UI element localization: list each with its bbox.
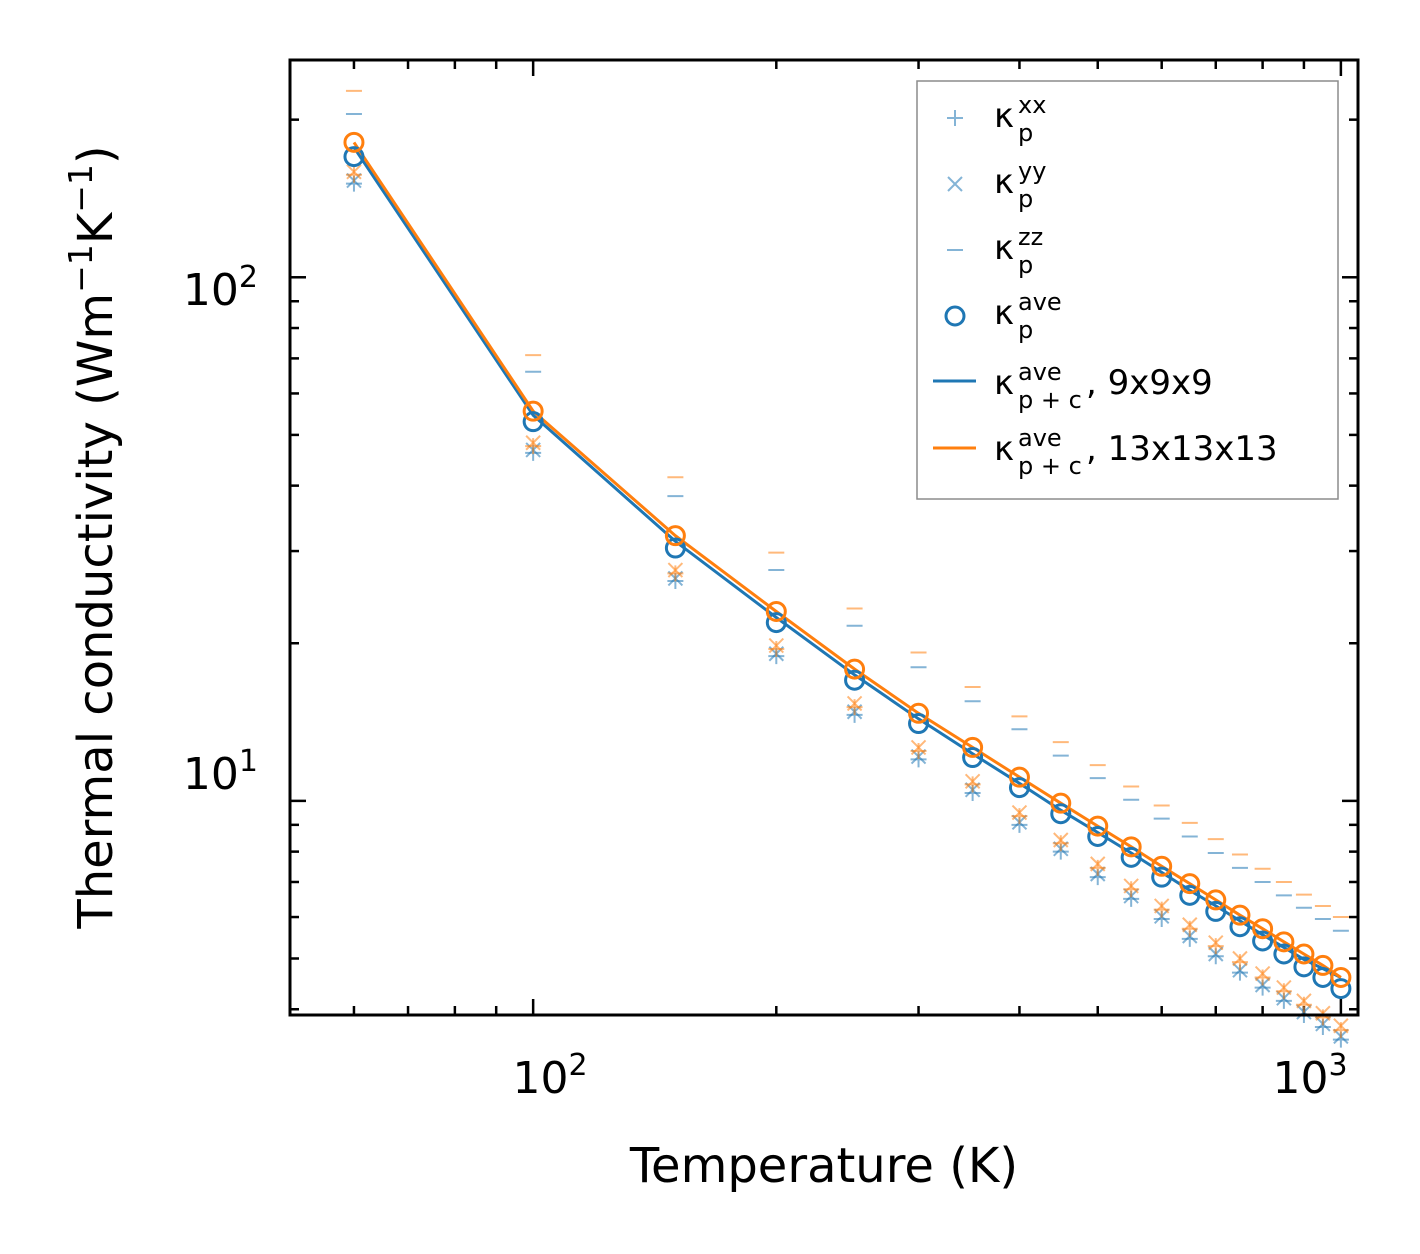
data-point-kyy_13-1000 <box>1333 1018 1349 1034</box>
data-point-kxx_13-900 <box>1295 996 1312 1013</box>
data-point-kyy_13-300 <box>910 739 927 756</box>
data-point-kave_13-500 <box>1087 815 1109 837</box>
legend-marker-3 <box>944 305 966 327</box>
data-point-kxx_13-450 <box>1052 835 1069 852</box>
data-point-kyy_13-650 <box>1182 917 1198 933</box>
data-point-kyy_13-550 <box>1123 878 1139 894</box>
data-point-kyy_13-950 <box>1315 1005 1331 1021</box>
data-point-kave_13-60 <box>343 131 365 153</box>
data-point-kave_13-750 <box>1229 904 1251 926</box>
data-point-kave_9-300 <box>908 713 930 735</box>
legend-box <box>916 80 1339 500</box>
legend-marker-0 <box>947 110 963 126</box>
data-point-kyy_13-400 <box>1011 804 1028 821</box>
data-point-kave_13-100 <box>522 400 544 422</box>
y-tick-label-1e1: 101 <box>183 744 258 800</box>
data-point-kave_13-400 <box>1008 766 1030 788</box>
data-point-kave_9-150 <box>664 537 686 559</box>
data-point-kxx_13-750 <box>1231 954 1248 971</box>
y-tick-label-1e2: 102 <box>183 260 258 316</box>
data-point-kyy_13-200 <box>768 637 785 654</box>
data-point-kave_13-850 <box>1273 931 1295 953</box>
data-point-kave_9-750 <box>1229 916 1251 938</box>
data-point-kyy_13-100 <box>525 435 541 451</box>
data-point-kxx_13-150 <box>667 565 684 582</box>
data-point-kxx_13-300 <box>910 743 927 760</box>
data-point-kxx_13-100 <box>525 438 542 455</box>
data-point-kave_9-1000 <box>1330 978 1352 1000</box>
data-point-kyy_13-850 <box>1276 979 1292 996</box>
data-point-kyy_13-150 <box>667 562 684 578</box>
data-point-kave_13-450 <box>1050 792 1072 814</box>
data-point-kave_13-350 <box>962 736 984 758</box>
data-point-kxx_13-550 <box>1123 881 1140 898</box>
data-point-kave_13-150 <box>664 525 686 547</box>
data-point-kxx_13-850 <box>1275 983 1292 1000</box>
data-point-kave_9-450 <box>1050 803 1072 825</box>
legend-label-kzz: κ zz p <box>994 223 1043 279</box>
data-series <box>343 89 1352 1048</box>
data-point-kave_9-60 <box>343 146 365 168</box>
data-point-kave_9-250 <box>844 669 866 691</box>
data-point-kyy_13-500 <box>1090 856 1106 872</box>
data-point-kyy_13-800 <box>1254 965 1271 982</box>
data-point-kave_13-650 <box>1179 873 1201 895</box>
data-point-kxx_13-400 <box>1011 808 1028 825</box>
data-point-kave_9-500 <box>1087 826 1109 848</box>
y-axis-label: Thermal conductivity (Wm−1K−1) <box>61 145 124 929</box>
x-tick-label-1e3: 103 <box>1272 1048 1347 1104</box>
data-point-kxx_13-700 <box>1207 938 1224 955</box>
data-point-kyy_13-350 <box>964 773 981 789</box>
data-point-kxx_13-600 <box>1153 901 1170 918</box>
legend-label-kyy: κ yy p <box>994 157 1046 213</box>
data-point-kyy_13-750 <box>1232 950 1248 967</box>
x-axis-label: Temperature (K) <box>629 1138 1018 1194</box>
data-point-kave_13-250 <box>844 658 866 680</box>
series-line-kpc_13 <box>352 141 1342 979</box>
legend-markers <box>933 110 976 450</box>
data-point-kave_9-200 <box>765 612 787 634</box>
data-point-kave_9-650 <box>1179 884 1201 906</box>
data-point-kave_9-400 <box>1008 777 1030 799</box>
data-point-kyy_13-700 <box>1208 934 1224 951</box>
data-point-kave_9-850 <box>1273 943 1295 965</box>
data-point-kave_13-900 <box>1293 943 1315 965</box>
x-tick-label-1e2: 102 <box>512 1048 587 1104</box>
data-point-kave_13-550 <box>1120 836 1142 858</box>
data-point-kave_13-950 <box>1312 954 1334 976</box>
data-point-kxx_13-250 <box>846 699 863 716</box>
tick-labels: 102 103 101 102 <box>183 260 1348 1104</box>
data-point-kave_9-350 <box>962 747 984 769</box>
legend-label-kpc-9x9x9: κ ave p + c, 9x9x9 <box>994 358 1213 414</box>
plot-frame <box>288 58 1360 1017</box>
data-point-kave_9-700 <box>1205 900 1227 922</box>
data-point-kxx_13-200 <box>768 641 785 658</box>
legend-label-kpc-13x13x13: κ ave p + c, 13x13x13 <box>994 424 1278 480</box>
data-point-kyy_13-450 <box>1053 832 1069 848</box>
data-point-kave_13-200 <box>765 600 787 622</box>
legend-marker-1 <box>947 176 963 192</box>
data-point-kave_13-800 <box>1252 918 1274 940</box>
data-point-kave_13-300 <box>908 702 930 724</box>
data-point-kave_13-700 <box>1205 889 1227 911</box>
data-point-kave_9-800 <box>1252 930 1274 952</box>
legend-label-kave: κ ave p <box>994 288 1062 344</box>
data-point-kyy_13-900 <box>1296 993 1312 1009</box>
data-point-kyy_13-250 <box>846 695 863 712</box>
data-point-kave_13-600 <box>1151 855 1173 877</box>
data-point-kave_13-1000 <box>1330 966 1352 988</box>
legend-label-kxx: κ xx p <box>994 91 1046 147</box>
data-point-kave_9-600 <box>1151 866 1173 888</box>
data-point-kxx_13-60 <box>345 166 362 183</box>
data-point-kxx_13-350 <box>964 776 981 793</box>
data-point-kave_9-550 <box>1120 846 1142 868</box>
data-point-kyy_13-600 <box>1153 898 1170 914</box>
data-point-kyy_13-60 <box>346 164 362 180</box>
data-point-kave_9-100 <box>522 411 544 433</box>
